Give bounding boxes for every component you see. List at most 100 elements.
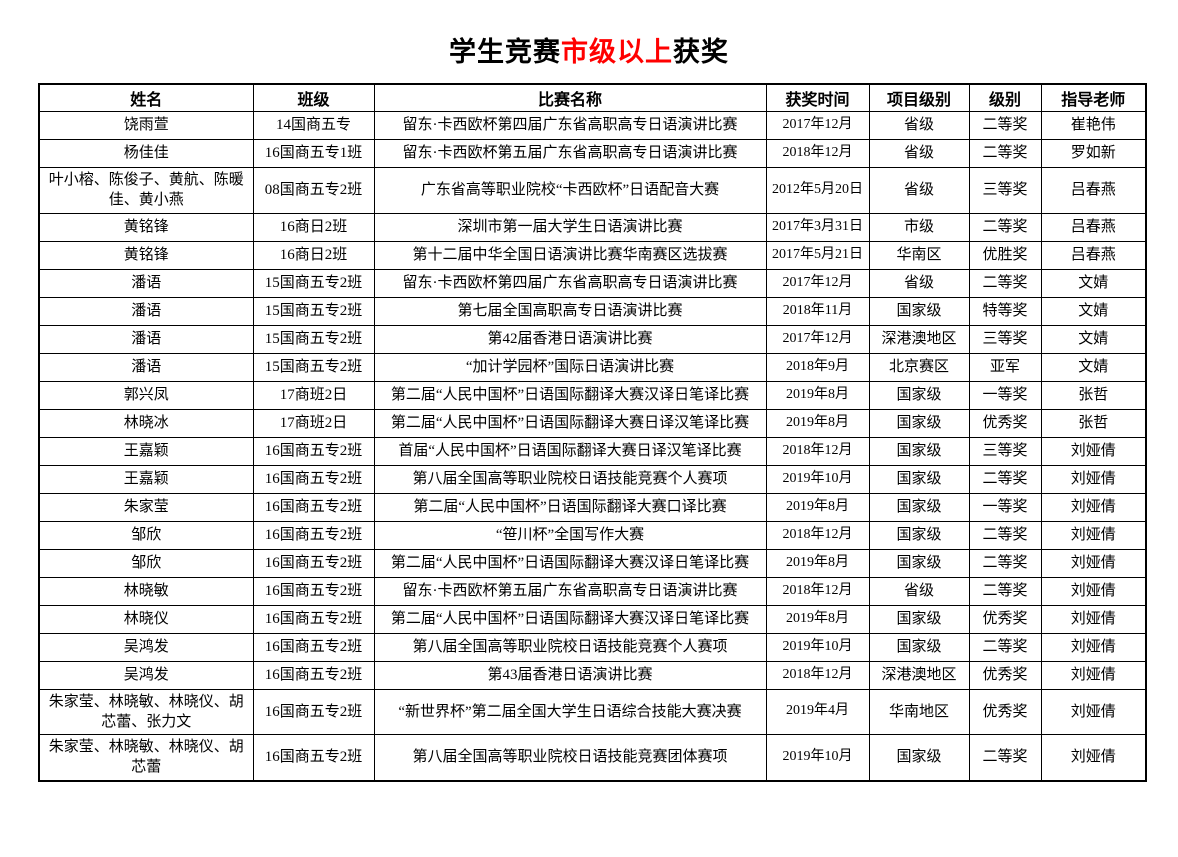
cell-advisor: 文婧 [1040,296,1147,326]
cell-competition: 首届“人民中国杯”日语国际翻译大赛日译汉笔译比赛 [373,436,767,466]
cell-competition: 第二届“人民中国杯”日语国际翻译大赛汉译日笔译比赛 [373,380,767,410]
cell-award: 优秀奖 [968,604,1042,634]
cell-project-level: 国家级 [868,520,970,550]
cell-class: 16国商五专2班 [252,520,375,550]
cell-class: 15国商五专2班 [252,296,375,326]
cell-class: 15国商五专2班 [252,324,375,354]
cell-name: 杨佳佳 [38,139,254,168]
cell-class: 08国商五专2班 [252,167,375,214]
cell-award: 二等奖 [968,632,1042,662]
table-row: 林晓敏 16国商五专2班 留东·卡西欧杯第五届广东省高职高专日语演讲比赛 2018年1… [38,576,1147,606]
cell-project-level: 国家级 [868,604,970,634]
header-row: 姓名 班级 比赛名称 获奖时间 项目级别 级别 指导老师 [38,83,1147,112]
table-row: 王嘉颖 16国商五专2班 第八届全国高等职业院校日语技能竞赛个人赛项 2019年10月… [38,464,1147,494]
cell-project-level: 市级 [868,212,970,242]
cell-award: 三等奖 [968,167,1042,214]
cell-class: 16国商五专2班 [252,576,375,606]
table-row: 朱家莹、林晓敏、林晓仪、胡芯蕾、张力文 16国商五专2班 “新世界杯”第二届全国大学… [38,688,1147,735]
cell-advisor: 张哲 [1040,408,1147,438]
header-name: 姓名 [38,83,254,112]
header-date: 获奖时间 [765,83,870,112]
cell-class: 16国商五专2班 [252,464,375,494]
cell-class: 14国商五专 [252,111,375,140]
cell-class: 16国商五专2班 [252,492,375,522]
table-row: 潘语 15国商五专2班 第七届全国高职高专日语演讲比赛 2018年11月 国家级 特等奖文… [38,296,1147,326]
cell-competition: 深圳市第一届大学生日语演讲比赛 [373,212,767,242]
cell-date: 2018年9月 [765,352,870,382]
cell-date: 2019年8月 [765,548,870,578]
table-row: 叶小榕、陈俊子、黄航、陈暖佳、黄小燕 08国商五专2班 广东省高等职业院校“卡西欧杯… [38,167,1147,214]
cell-award: 三等奖 [968,436,1042,466]
cell-date: 2018年12月 [765,436,870,466]
cell-project-level: 国家级 [868,734,970,781]
cell-class: 16国商五专2班 [252,688,375,735]
cell-competition: 第八届全国高等职业院校日语技能竞赛团体赛项 [373,734,767,781]
cell-date: 2018年12月 [765,139,870,168]
table-row: 黄铭锋 16商日2班 深圳市第一届大学生日语演讲比赛 2017年3月31日 市级 二等奖吕… [38,212,1147,242]
cell-name: 王嘉颖 [38,464,254,494]
cell-date: 2017年12月 [765,324,870,354]
cell-competition: 第二届“人民中国杯”日语国际翻译大赛日译汉笔译比赛 [373,408,767,438]
cell-project-level: 省级 [868,576,970,606]
cell-competition: 第二届“人民中国杯”日语国际翻译大赛汉译日笔译比赛 [373,604,767,634]
cell-date: 2019年10月 [765,734,870,781]
cell-name: 邹欣 [38,520,254,550]
cell-competition: “笹川杯”全国写作大赛 [373,520,767,550]
cell-name: 林晓冰 [38,408,254,438]
cell-competition: 留东·卡西欧杯第五届广东省高职高专日语演讲比赛 [373,576,767,606]
cell-class: 16国商五专2班 [252,660,375,690]
cell-competition: 留东·卡西欧杯第四届广东省高职高专日语演讲比赛 [373,268,767,298]
cell-date: 2019年4月 [765,688,870,735]
cell-project-level: 国家级 [868,548,970,578]
cell-project-level: 省级 [868,111,970,140]
header-award: 级别 [968,83,1042,112]
table-row: 邹欣 16国商五专2班 第二届“人民中国杯”日语国际翻译大赛汉译日笔译比赛 2019年… [38,548,1147,578]
cell-date: 2018年11月 [765,296,870,326]
header-advisor: 指导老师 [1040,83,1147,112]
cell-date: 2019年8月 [765,604,870,634]
cell-name: 潘语 [38,268,254,298]
cell-award: 二等奖 [968,111,1042,140]
cell-award: 优秀奖 [968,688,1042,735]
cell-advisor: 罗如新 [1040,139,1147,168]
header-class: 班级 [252,83,375,112]
cell-name: 潘语 [38,324,254,354]
cell-competition: “加计学园杯”国际日语演讲比赛 [373,352,767,382]
awards-table: 姓名 班级 比赛名称 获奖时间 项目级别 级别 指导老师 饶雨萱 14国商五专 留东·卡西欧杯第… [38,83,1147,782]
cell-date: 2017年12月 [765,268,870,298]
title-highlight: 市级以上 [561,37,673,67]
cell-advisor: 刘娅倩 [1040,492,1147,522]
cell-project-level: 国家级 [868,436,970,466]
cell-award: 二等奖 [968,212,1042,242]
cell-award: 二等奖 [968,520,1042,550]
title-suffix: 获奖 [673,37,729,67]
cell-project-level: 华南区 [868,240,970,270]
table-row: 郭兴凤 17商班2日 第二届“人民中国杯”日语国际翻译大赛汉译日笔译比赛 2019年8… [38,380,1147,410]
cell-advisor: 刘娅倩 [1040,734,1147,781]
cell-competition: 留东·卡西欧杯第五届广东省高职高专日语演讲比赛 [373,139,767,168]
table-row: 林晓冰 17商班2日 第二届“人民中国杯”日语国际翻译大赛日译汉笔译比赛 2019年8… [38,408,1147,438]
cell-award: 特等奖 [968,296,1042,326]
cell-name: 郭兴凤 [38,380,254,410]
cell-award: 二等奖 [968,548,1042,578]
table-row: 林晓仪 16国商五专2班 第二届“人民中国杯”日语国际翻译大赛汉译日笔译比赛 2019… [38,604,1147,634]
title-prefix: 学生竞赛 [449,37,561,67]
cell-advisor: 吕春燕 [1040,240,1147,270]
cell-date: 2018年12月 [765,520,870,550]
cell-name: 朱家莹、林晓敏、林晓仪、胡芯蕾 [38,734,254,781]
cell-advisor: 刘娅倩 [1040,576,1147,606]
header-competition: 比赛名称 [373,83,767,112]
cell-award: 优秀奖 [968,660,1042,690]
cell-award: 二等奖 [968,734,1042,781]
cell-competition: 广东省高等职业院校“卡西欧杯”日语配音大赛 [373,167,767,214]
cell-competition: 第七届全国高职高专日语演讲比赛 [373,296,767,326]
cell-project-level: 省级 [868,139,970,168]
page-title: 学生竞赛市级以上获奖 [0,30,1178,69]
cell-name: 朱家莹 [38,492,254,522]
table-row: 邹欣 16国商五专2班 “笹川杯”全国写作大赛 2018年12月 国家级 二等奖 刘娅倩 [38,520,1147,550]
table-row: 朱家莹、林晓敏、林晓仪、胡芯蕾 16国商五专2班 第八届全国高等职业院校日语技能竞赛… [38,734,1147,781]
cell-date: 2012年5月20日 [765,167,870,214]
cell-competition: 第八届全国高等职业院校日语技能竞赛个人赛项 [373,464,767,494]
cell-name: 朱家莹、林晓敏、林晓仪、胡芯蕾、张力文 [38,688,254,735]
cell-advisor: 刘娅倩 [1040,688,1147,735]
